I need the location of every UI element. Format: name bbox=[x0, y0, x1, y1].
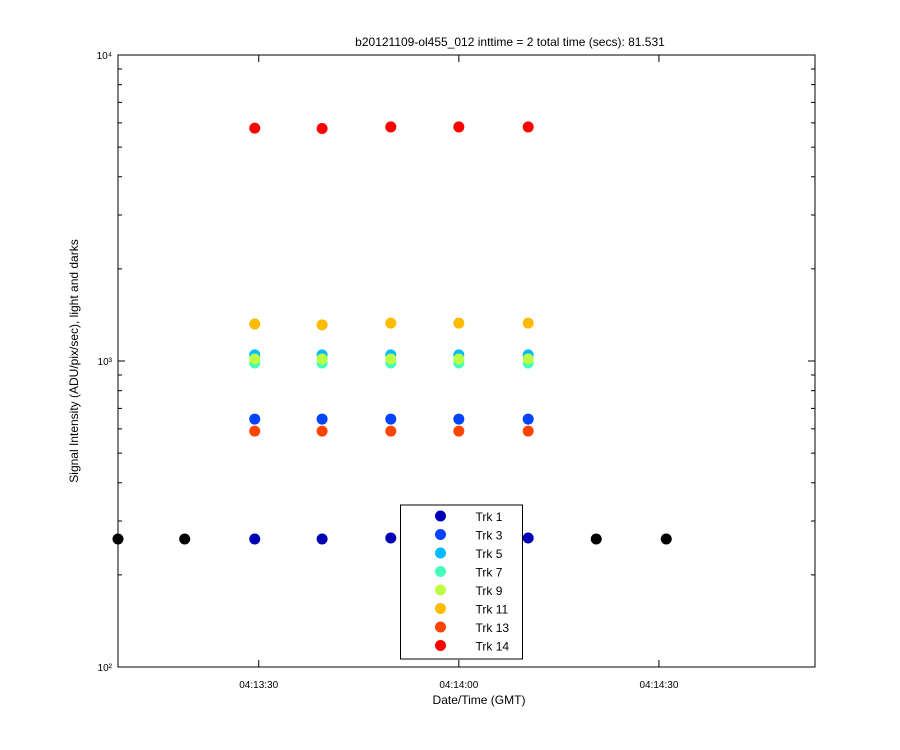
legend-label: Trk 14 bbox=[476, 640, 510, 654]
point bbox=[385, 121, 397, 133]
y-tick-label: 10³ bbox=[98, 357, 113, 368]
legend-marker bbox=[435, 566, 446, 577]
x-tick-label: 04:14:00 bbox=[439, 680, 478, 691]
point bbox=[249, 353, 261, 365]
point bbox=[453, 413, 465, 425]
legend-marker bbox=[435, 510, 446, 522]
point bbox=[249, 533, 261, 545]
y-tick-label: 10² bbox=[98, 663, 113, 674]
chart-title: b20121109-ol455_012 inttime = 2 total ti… bbox=[355, 35, 665, 49]
point bbox=[249, 122, 261, 134]
point bbox=[590, 533, 602, 545]
point bbox=[316, 533, 328, 545]
point bbox=[385, 413, 397, 425]
point bbox=[660, 533, 672, 545]
point bbox=[453, 317, 465, 329]
x-tick-label: 04:13:30 bbox=[239, 680, 278, 691]
point bbox=[316, 413, 328, 425]
legend-label: Trk 7 bbox=[476, 566, 503, 580]
point bbox=[385, 532, 397, 544]
y-tick-label: 10⁴ bbox=[97, 51, 112, 62]
point bbox=[385, 353, 397, 365]
point bbox=[316, 353, 328, 365]
point bbox=[316, 123, 328, 135]
point bbox=[316, 425, 328, 437]
point bbox=[249, 318, 261, 330]
x-axis-label: Date/Time (GMT) bbox=[433, 693, 526, 707]
legend-marker bbox=[435, 621, 446, 633]
point bbox=[522, 532, 534, 544]
legend-label: Trk 11 bbox=[476, 603, 509, 617]
legend-marker bbox=[435, 547, 446, 559]
point bbox=[522, 425, 534, 437]
point bbox=[453, 121, 465, 133]
point bbox=[522, 353, 534, 365]
legend-label: Trk 13 bbox=[476, 621, 510, 635]
point bbox=[249, 425, 261, 437]
legend-label: Trk 5 bbox=[476, 547, 503, 561]
point bbox=[522, 317, 534, 329]
y-axis-label: Signal Intensity (ADU/pix/sec), light an… bbox=[67, 239, 81, 482]
legend-marker bbox=[435, 584, 446, 596]
point bbox=[522, 121, 534, 133]
legend-marker bbox=[435, 640, 446, 651]
legend-marker bbox=[435, 603, 446, 614]
point bbox=[385, 317, 397, 329]
legend-marker bbox=[435, 529, 446, 540]
point bbox=[453, 425, 465, 437]
legend-box bbox=[400, 504, 523, 660]
point bbox=[249, 413, 261, 425]
legend-label: Trk 9 bbox=[476, 584, 503, 598]
point bbox=[316, 319, 328, 331]
point bbox=[112, 533, 124, 545]
point bbox=[522, 413, 534, 425]
legend-label: Trk 1 bbox=[476, 510, 503, 524]
legend-label: Trk 3 bbox=[476, 529, 503, 543]
point bbox=[179, 533, 191, 545]
point bbox=[385, 425, 397, 437]
point bbox=[453, 353, 465, 365]
x-tick-label: 04:14:30 bbox=[639, 680, 678, 691]
